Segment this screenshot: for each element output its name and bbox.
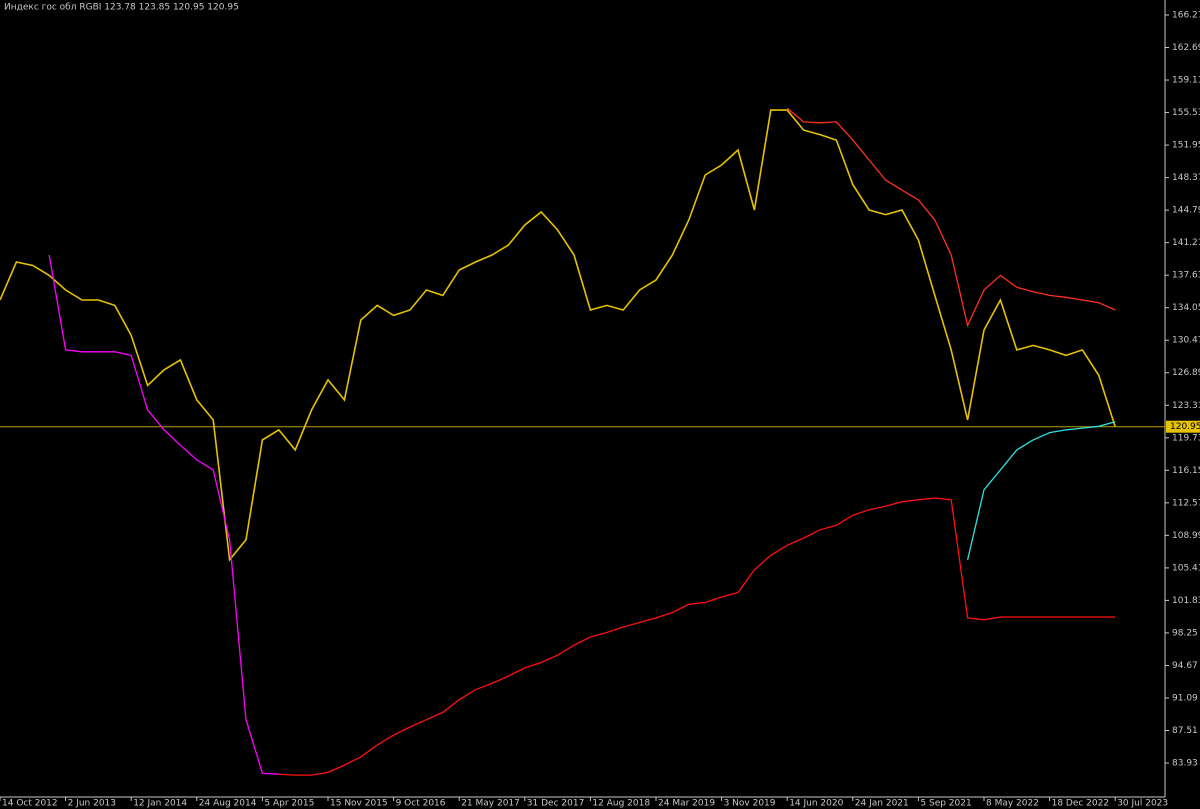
y-tick-label: 126.89 xyxy=(1172,368,1200,378)
y-tick-label: 91.09 xyxy=(1172,693,1198,703)
x-tick-label: 24 Jan 2021 xyxy=(855,799,909,809)
y-tick-label: 123.31 xyxy=(1172,401,1200,411)
x-tick-label: 12 Jan 2014 xyxy=(133,799,187,809)
x-tick-label: 14 Jun 2020 xyxy=(789,799,843,809)
series-line xyxy=(786,107,1116,328)
x-tick-label: 21 May 2017 xyxy=(461,799,520,809)
y-tick-label: 130.47 xyxy=(1172,336,1200,346)
y-tick-label: 101.83 xyxy=(1172,596,1200,606)
y-tick-label: 87.51 xyxy=(1172,726,1198,736)
x-tick-label: 24 Mar 2019 xyxy=(658,799,715,809)
y-tick-label: 119.73 xyxy=(1172,433,1200,443)
x-tick-label: 30 Jul 2023 xyxy=(1117,799,1168,809)
x-tick-label: 8 May 2022 xyxy=(986,799,1039,809)
current-price-tag xyxy=(1166,420,1200,433)
series-line xyxy=(0,109,1116,562)
y-tick-label: 134.05 xyxy=(1172,303,1200,313)
x-tick-label: 5 Sep 2021 xyxy=(920,799,971,809)
chart-title: Индекс гос обл RGBI 123.78 123.85 120.95… xyxy=(4,3,239,13)
y-tick-label: 116.15 xyxy=(1172,466,1200,476)
series-line xyxy=(48,254,279,775)
y-tick-label: 137.63 xyxy=(1172,271,1200,281)
y-tick-label: 148.37 xyxy=(1172,173,1200,183)
x-tick-label: 24 Aug 2014 xyxy=(199,799,257,809)
y-tick-label: 166.27 xyxy=(1172,10,1200,20)
y-tick-label: 98.25 xyxy=(1172,628,1198,638)
y-tick-label: 144.79 xyxy=(1172,206,1200,216)
y-tick-label: 108.99 xyxy=(1172,531,1200,541)
y-tick-label: 83.93 xyxy=(1172,759,1198,769)
x-tick-label: 12 Aug 2018 xyxy=(592,799,650,809)
x-tick-label: 9 Oct 2016 xyxy=(396,799,446,809)
series-line xyxy=(278,497,1116,776)
x-tick-label: 31 Dec 2017 xyxy=(527,799,585,809)
current-price-label: 120.95 xyxy=(1170,422,1200,432)
y-tick-label: 151.95 xyxy=(1172,141,1200,151)
x-tick-label: 18 Dec 2022 xyxy=(1052,799,1110,809)
y-tick-label: 105.41 xyxy=(1172,563,1200,573)
x-tick-label: 5 Apr 2015 xyxy=(264,799,314,809)
y-tick-label: 159.11 xyxy=(1172,76,1200,86)
y-tick-label: 162.69 xyxy=(1172,43,1200,53)
x-tick-label: 2 Jun 2013 xyxy=(68,799,116,809)
y-tick-label: 94.67 xyxy=(1172,661,1198,671)
x-tick-label: 14 Oct 2012 xyxy=(2,799,58,809)
y-tick-label: 155.53 xyxy=(1172,108,1200,118)
series-line xyxy=(966,421,1116,560)
x-tick-label: 15 Nov 2015 xyxy=(330,799,388,809)
x-tick-label: 3 Nov 2019 xyxy=(724,799,776,809)
y-tick-label: 112.57 xyxy=(1172,498,1200,508)
y-tick-label: 141.21 xyxy=(1172,238,1200,248)
